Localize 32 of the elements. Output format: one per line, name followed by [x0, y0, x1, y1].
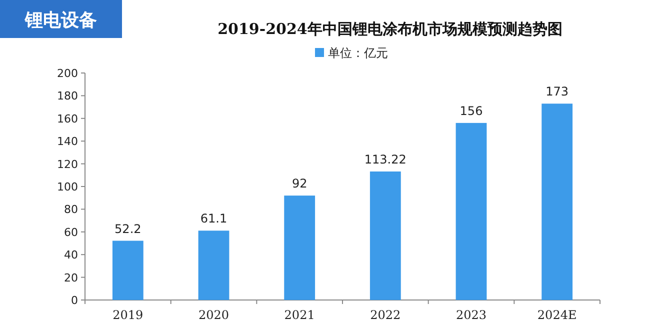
data-label: 52.2	[114, 222, 142, 236]
bar	[284, 196, 316, 300]
y-tick-label: 60	[64, 226, 78, 239]
y-tick-label: 180	[57, 90, 78, 103]
chart-title: 2019-2024年中国锂电涂布机市场规模预测趋势图	[218, 20, 562, 38]
text: 锂电设备	[24, 10, 97, 31]
y-tick-label: 80	[64, 203, 78, 216]
bar	[456, 122, 487, 300]
x-tick-label: 2022	[370, 308, 401, 322]
y-tick-label: 140	[57, 135, 78, 148]
x-tick-label: 2021	[284, 308, 315, 322]
y-tick-label: 40	[64, 248, 78, 262]
legend-label: 单位：亿元	[328, 46, 388, 60]
data-label: 92	[292, 176, 308, 191]
bar	[112, 240, 144, 300]
bar	[198, 230, 230, 300]
data-label: 173	[546, 84, 569, 99]
data-label: 61.1	[200, 212, 228, 226]
y-tick-label: 200	[57, 67, 78, 80]
data-label: 113.22	[364, 152, 406, 166]
y-tick-label: 120	[57, 158, 78, 171]
bar	[370, 171, 401, 300]
bar	[542, 104, 573, 300]
x-tick-label: 2024E	[537, 308, 577, 322]
data-label: 156	[460, 104, 483, 118]
y-tick-label: 160	[57, 112, 78, 126]
y-tick-label: 20	[64, 271, 78, 284]
y-tick-label: 0	[71, 294, 78, 307]
y-tick-label: 100	[57, 180, 78, 194]
x-tick-label: 2019	[112, 308, 144, 322]
x-tick-label: 2023	[456, 308, 487, 322]
x-tick-label: 2020	[198, 308, 230, 322]
